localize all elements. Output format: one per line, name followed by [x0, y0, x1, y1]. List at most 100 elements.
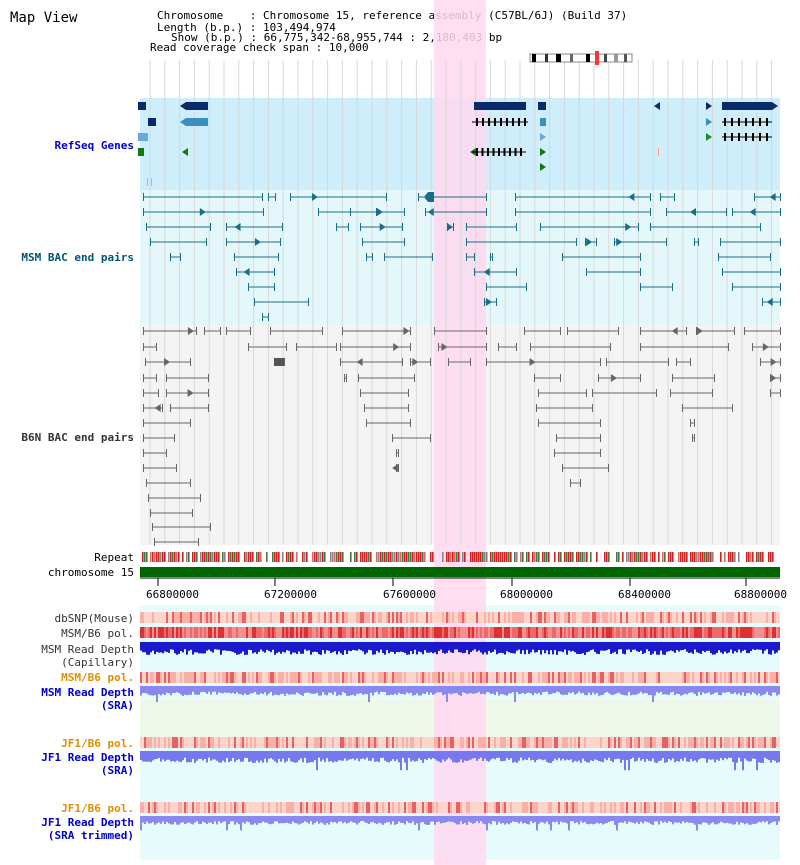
heat-cell — [374, 802, 376, 813]
bac-end — [762, 298, 763, 306]
repeat-mark — [532, 552, 534, 562]
track-label-msm-b6-pol-2[interactable]: MSM/B6 pol. — [61, 671, 134, 684]
depth-bar — [158, 816, 160, 823]
track-label-msm-depth-cap-2[interactable]: (Capillary) — [61, 656, 134, 669]
depth-bar — [442, 686, 444, 696]
track-label-jf1-depth-sra-1[interactable]: JF1 Read Depth — [41, 751, 134, 764]
depth-bar — [528, 751, 530, 758]
depth-bar — [670, 816, 672, 823]
heat-cell — [762, 672, 764, 683]
heat-cell — [476, 737, 478, 748]
heat-cell — [742, 672, 744, 683]
repeat-mark — [396, 552, 398, 562]
strand-arrow — [706, 133, 712, 141]
bac-end — [348, 223, 349, 231]
depth-bar — [308, 816, 310, 824]
heat-cell — [152, 802, 154, 813]
track-label-msm-depth-cap-1[interactable]: MSM Read Depth — [41, 643, 134, 656]
track-label-msm-b6-pol[interactable]: MSM/B6 pol. — [61, 627, 134, 640]
heat-cell — [558, 802, 560, 813]
bac-end — [453, 223, 454, 231]
bac-end — [780, 343, 781, 351]
heat-cell — [756, 672, 758, 683]
bac-end — [176, 464, 177, 472]
heat-cell — [436, 627, 438, 638]
heat-cell — [414, 627, 416, 638]
depth-bar — [360, 751, 362, 759]
depth-bar — [462, 642, 464, 654]
depth-bar — [492, 642, 494, 652]
heat-cell — [594, 737, 596, 748]
repeat-mark — [446, 552, 448, 562]
heat-cell — [348, 627, 350, 638]
heat-cell — [140, 672, 142, 683]
track-label-repeat[interactable]: Repeat — [94, 551, 134, 564]
heat-cell — [166, 612, 168, 623]
heat-cell — [306, 802, 308, 813]
track-label-jf1-depth-trim-1[interactable]: JF1 Read Depth — [41, 816, 134, 829]
ideogram-band — [570, 54, 573, 62]
bac-end — [600, 449, 601, 457]
depth-bar — [310, 816, 312, 822]
bac-end — [608, 464, 609, 472]
repeat-mark — [164, 552, 166, 562]
track-label-refseq[interactable]: RefSeq Genes — [54, 139, 134, 152]
bac-end — [166, 449, 167, 457]
depth-bar — [762, 642, 764, 654]
depth-bar — [474, 751, 476, 759]
heat-cell — [386, 737, 388, 748]
track-label-msm-depth-sra-1[interactable]: MSM Read Depth — [41, 686, 134, 699]
heat-cell — [560, 627, 562, 638]
depth-bar — [256, 816, 258, 825]
heat-cell — [400, 802, 402, 813]
depth-bar — [674, 642, 676, 653]
depth-bar — [364, 686, 366, 695]
depth-bar — [706, 751, 708, 763]
strand-arrow — [441, 343, 448, 351]
depth-bar — [472, 816, 474, 824]
depth-bar — [778, 642, 780, 651]
depth-bar — [336, 642, 338, 655]
depth-bar — [180, 816, 182, 823]
strand-arrow — [540, 133, 546, 141]
heat-cell — [284, 612, 286, 623]
track-label-dbsnp[interactable]: dbSNP(Mouse) — [54, 612, 134, 625]
depth-bar — [286, 751, 288, 762]
track-label-jf1-b6-pol-2[interactable]: JF1/B6 pol. — [61, 802, 134, 815]
heat-cell — [176, 802, 178, 813]
track-label-jf1-depth-sra-2[interactable]: (SRA) — [100, 764, 134, 777]
exon — [503, 148, 506, 156]
track-label-jf1-b6-pol[interactable]: JF1/B6 pol. — [61, 737, 134, 750]
depth-bar — [672, 816, 674, 825]
heat-cell — [738, 627, 740, 638]
depth-bar — [454, 686, 456, 694]
track-label-b6n-bac[interactable]: B6N BAC end pairs — [21, 431, 134, 444]
strand-arrow — [243, 268, 250, 276]
heat-cell — [510, 612, 512, 623]
depth-bar — [404, 816, 406, 825]
track-label-chromosome[interactable]: chromosome 15 — [47, 566, 134, 579]
depth-bar — [490, 686, 492, 694]
repeat-mark — [678, 552, 680, 562]
heat-cell — [698, 627, 700, 638]
depth-bar — [496, 686, 498, 692]
heat-cell — [404, 802, 406, 813]
track-label-msm-bac[interactable]: MSM BAC end pairs — [21, 251, 134, 264]
depth-bar — [482, 751, 484, 762]
heat-cell — [294, 612, 296, 623]
heat-cell — [738, 802, 740, 813]
depth-bar — [292, 751, 294, 763]
heat-cell — [742, 612, 744, 623]
heat-cell — [438, 612, 440, 623]
heat-cell — [392, 612, 394, 623]
depth-bar — [440, 751, 442, 763]
depth-bar — [604, 751, 606, 759]
track-label-msm-depth-sra-2[interactable]: (SRA) — [100, 699, 134, 712]
heat-cell — [286, 672, 288, 683]
heat-cell — [258, 672, 260, 683]
track-label-jf1-depth-trim-2[interactable]: (SRA trimmed) — [47, 829, 134, 842]
bac-end — [560, 374, 561, 382]
heat-cell — [320, 627, 322, 638]
heat-cell — [708, 672, 710, 683]
